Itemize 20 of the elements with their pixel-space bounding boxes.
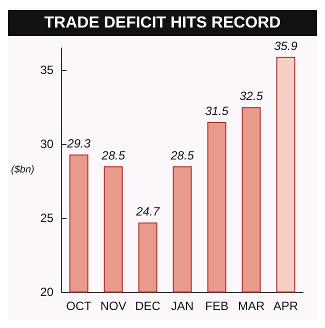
x-tick-label: FEB — [205, 299, 228, 313]
data-label: 29.3 — [66, 136, 91, 150]
data-label: 28.5 — [100, 148, 126, 162]
x-tick-label: DEC — [135, 299, 161, 313]
y-tick-label: 20 — [40, 285, 54, 299]
data-label: 31.5 — [205, 104, 229, 118]
y-tick-label: 35 — [40, 63, 54, 78]
x-tick-label: APR — [273, 299, 298, 313]
y-axis-title: ($bn) — [10, 164, 34, 176]
data-label: 35.9 — [274, 38, 298, 53]
x-tick-label: MAR — [238, 299, 265, 313]
data-label: 24.7 — [135, 204, 161, 218]
chart-title: TRADE DEFICIT HITS RECORD — [44, 14, 281, 32]
data-label: 32.5 — [240, 89, 264, 104]
y-tick-label: 30 — [40, 137, 54, 152]
x-tick-label: JAN — [170, 299, 194, 313]
data-label: 28.5 — [170, 148, 194, 162]
y-tick-label: 25 — [40, 211, 54, 226]
x-tick-label: NOV — [100, 299, 126, 313]
x-tick-label: OCT — [66, 299, 92, 313]
